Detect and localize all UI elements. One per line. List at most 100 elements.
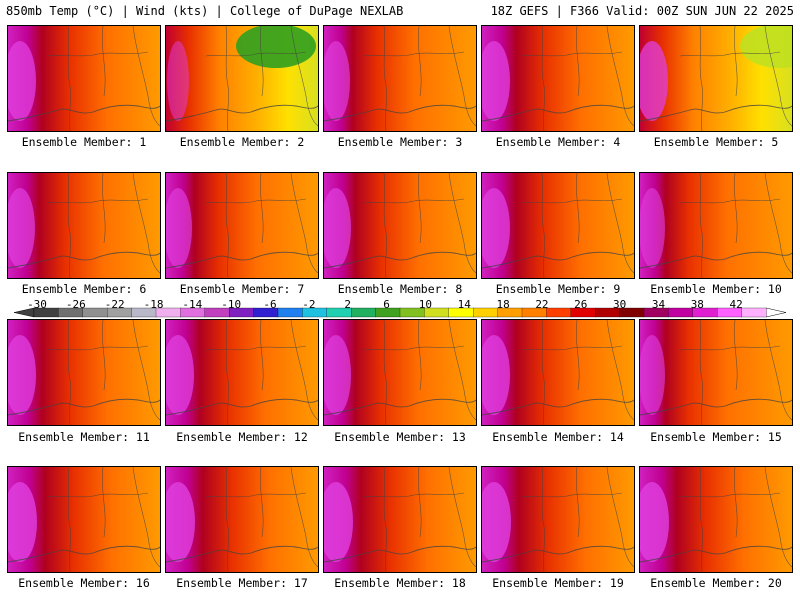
state-border [67, 173, 71, 278]
ensemble-member-map [323, 172, 477, 279]
state-border [541, 320, 545, 425]
state-border [47, 51, 149, 57]
temperature-field [640, 173, 792, 278]
ensemble-member-map [481, 172, 635, 279]
state-border [699, 173, 703, 278]
heat-dome-core [482, 335, 510, 415]
temperature-field [482, 320, 634, 425]
gulf-coastline [640, 104, 792, 122]
state-border [290, 173, 318, 274]
state-border [225, 173, 229, 278]
state-border [679, 51, 781, 57]
ensemble-member-label: Ensemble Member: 6 [21, 282, 147, 296]
state-border [521, 492, 623, 498]
heat-dome-core [640, 188, 665, 268]
ensemble-member-label: Ensemble Member: 15 [650, 430, 782, 444]
ensemble-member-label: Ensemble Member: 18 [334, 576, 466, 590]
state-border [734, 26, 738, 97]
heat-dome-core [166, 335, 194, 415]
temperature-field [8, 320, 160, 425]
state-border [132, 467, 160, 568]
temperature-field [640, 26, 792, 131]
state-border [448, 26, 476, 127]
state-border [576, 173, 580, 244]
heat-dome-core [8, 482, 37, 562]
ensemble-member-label: Ensemble Member: 11 [18, 430, 150, 444]
state-border [576, 26, 580, 97]
gulf-coastline [166, 104, 318, 122]
state-border [679, 198, 781, 204]
heat-dome-core [482, 482, 511, 562]
state-border [521, 51, 623, 57]
colorbar-tick-label: -2 [302, 298, 316, 311]
heat-dome-core [640, 41, 668, 121]
heat-dome-core [324, 41, 350, 121]
ensemble-member-map [7, 25, 161, 132]
ensemble-member-map [323, 466, 477, 573]
ensemble-member-map [7, 319, 161, 426]
colorbar-tick-label: 30 [613, 298, 627, 311]
state-border [260, 467, 264, 538]
state-border [290, 467, 318, 568]
gulf-coastline [482, 545, 634, 563]
state-border [290, 320, 318, 421]
heat-dome-core [166, 482, 195, 562]
state-border [132, 173, 160, 274]
state-border [764, 467, 792, 568]
state-border [699, 320, 703, 425]
state-border [418, 26, 422, 97]
ensemble-member-label: Ensemble Member: 20 [650, 576, 782, 590]
ensemble-member-label: Ensemble Member: 7 [179, 282, 305, 296]
colorbar-swatch [668, 307, 694, 318]
gulf-coastline [640, 251, 792, 269]
ensemble-member-label: Ensemble Member: 4 [495, 135, 621, 149]
ensemble-member-map [165, 25, 319, 132]
colorbar-tick-label: -22 [104, 298, 125, 311]
state-border [541, 26, 545, 131]
heat-dome-core [324, 188, 351, 268]
state-border [225, 26, 229, 131]
colorbar-tick-label: 38 [690, 298, 704, 311]
colorbar-tick-label: -18 [143, 298, 164, 311]
heat-dome-core [324, 482, 353, 562]
state-border [734, 173, 738, 244]
ensemble-member-map [639, 172, 793, 279]
state-border [699, 26, 703, 131]
gulf-coastline [324, 104, 476, 122]
state-border [225, 467, 229, 572]
ensemble-member-map [481, 25, 635, 132]
temperature-field [640, 320, 792, 425]
state-border [576, 467, 580, 538]
state-border [418, 467, 422, 538]
gulf-coastline [8, 398, 160, 416]
heat-dome-core [8, 41, 36, 121]
ensemble-member-label: Ensemble Member: 5 [653, 135, 779, 149]
temperature-shading [640, 173, 792, 278]
state-border [102, 173, 106, 244]
ensemble-member-map [481, 466, 635, 573]
state-border [225, 320, 229, 425]
ensemble-member-label: Ensemble Member: 3 [337, 135, 463, 149]
gulf-coastline [324, 398, 476, 416]
temperature-field [482, 173, 634, 278]
heat-dome-core [167, 41, 189, 121]
temperature-field [324, 26, 476, 131]
colorbar-tick-label: 2 [344, 298, 352, 311]
gulf-coastline [8, 545, 160, 563]
ensemble-member-map [7, 466, 161, 573]
state-border [764, 320, 792, 421]
state-border [448, 320, 476, 421]
state-border [102, 467, 106, 538]
ensemble-member-map [323, 319, 477, 426]
state-border [260, 320, 264, 391]
temperature-field [482, 467, 634, 572]
heat-dome-core [8, 335, 36, 415]
state-border [383, 467, 387, 572]
temperature-field [482, 26, 634, 131]
state-border [102, 320, 106, 391]
colorbar-swatch [277, 307, 304, 318]
state-border [260, 173, 264, 244]
valid-time: 18Z GEFS | F366 Valid: 00Z SUN JUN 22 20… [490, 4, 794, 18]
temperature-field [166, 26, 318, 131]
state-border [102, 26, 106, 97]
